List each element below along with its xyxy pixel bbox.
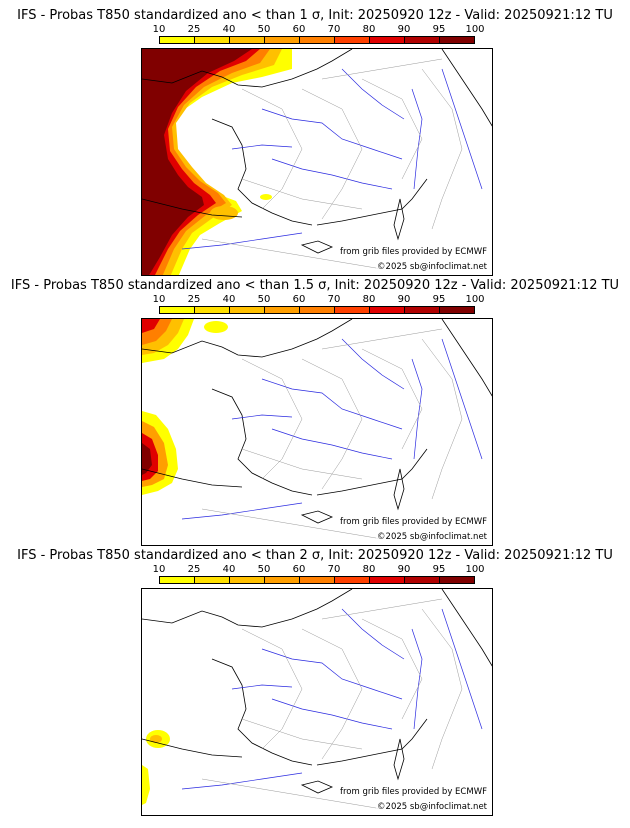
colorbar-swatch <box>264 36 300 44</box>
colorbar-swatch <box>334 306 370 314</box>
colorbar-swatch <box>404 36 440 44</box>
copyright-credit: ©2025 sb@infoclimat.net <box>376 262 488 272</box>
copyright-credit: ©2025 sb@infoclimat.net <box>376 802 488 812</box>
rivers <box>181 338 483 520</box>
panel-2: IFS - Probas T850 standardized ano < tha… <box>0 278 630 554</box>
panel-title: IFS - Probas T850 standardized ano < tha… <box>17 8 613 23</box>
colorbar-tick: 60 <box>292 24 306 35</box>
colorbar-tick: 100 <box>465 564 485 575</box>
colorbar-tick: 10 <box>152 294 166 305</box>
colorbar-swatch <box>299 576 335 584</box>
colorbar-swatch <box>229 576 265 584</box>
colorbar-tick: 25 <box>187 564 201 575</box>
colorbar-swatch <box>439 306 475 314</box>
admin-borders <box>201 58 463 270</box>
colorbar-swatch <box>159 576 195 584</box>
colorbar-tick: 25 <box>187 24 201 35</box>
colorbar-swatch <box>264 306 300 314</box>
colorbar-tick: 95 <box>432 24 446 35</box>
colorbar-tick: 100 <box>465 24 485 35</box>
panel-3: IFS - Probas T850 standardized ano < tha… <box>0 548 630 824</box>
probability-map: from grib files provided by ECMWF ©2025 … <box>141 318 493 546</box>
coastline <box>142 49 492 254</box>
colorbar-tick: 10 <box>152 564 166 575</box>
colorbar-swatch <box>369 36 405 44</box>
panel-title: IFS - Probas T850 standardized ano < tha… <box>17 548 613 563</box>
colorbar-tick: 90 <box>397 564 411 575</box>
data-source-credit: from grib files provided by ECMWF <box>339 787 488 797</box>
colorbar-swatch <box>334 576 370 584</box>
colorbar-tick: 10 <box>152 24 166 35</box>
colorbar-swatch <box>369 306 405 314</box>
colorbar-tick: 40 <box>222 24 236 35</box>
colorbar-tick: 70 <box>327 24 341 35</box>
colorbar-swatch <box>194 36 230 44</box>
copyright-credit: ©2025 sb@infoclimat.net <box>376 532 488 542</box>
colorbar-swatch <box>404 306 440 314</box>
colorbar-swatch <box>159 306 195 314</box>
colorbar-tick: 95 <box>432 294 446 305</box>
colorbar-tick: 80 <box>362 294 376 305</box>
rivers <box>181 608 483 790</box>
colorbar-tick: 40 <box>222 564 236 575</box>
coastline <box>142 589 492 794</box>
colorbar-tick: 70 <box>327 564 341 575</box>
colorbar-tick: 50 <box>257 24 271 35</box>
rivers <box>181 68 483 250</box>
colorbar-swatch <box>404 576 440 584</box>
colorbar-tick: 50 <box>257 294 271 305</box>
colorbar-swatch <box>229 36 265 44</box>
colorbar-tick: 80 <box>362 24 376 35</box>
colorbar-swatch <box>369 576 405 584</box>
colorbar-swatch <box>264 576 300 584</box>
colorbar: 10 25 40 50 60 70 80 90 95 100 <box>153 564 485 590</box>
colorbar-tick: 100 <box>465 294 485 305</box>
colorbar-tick: 40 <box>222 294 236 305</box>
colorbar-tick: 25 <box>187 294 201 305</box>
admin-borders <box>201 328 463 540</box>
probability-map: from grib files provided by ECMWF ©2025 … <box>141 48 493 276</box>
colorbar-swatch <box>194 306 230 314</box>
panel-title: IFS - Probas T850 standardized ano < tha… <box>10 278 620 293</box>
colorbar-tick: 70 <box>327 294 341 305</box>
colorbar-swatch <box>439 36 475 44</box>
colorbar-tick: 80 <box>362 564 376 575</box>
map-canvas <box>142 589 492 810</box>
colorbar-tick: 60 <box>292 564 306 575</box>
colorbar-tick: 90 <box>397 294 411 305</box>
colorbar: 10 25 40 50 60 70 80 90 95 100 <box>153 24 485 50</box>
data-source-credit: from grib files provided by ECMWF <box>339 517 488 527</box>
colorbar-swatch <box>334 36 370 44</box>
probability-field <box>142 730 170 805</box>
colorbar-swatch <box>229 306 265 314</box>
colorbar-swatch <box>194 576 230 584</box>
colorbar-swatch <box>299 36 335 44</box>
colorbar-tick: 95 <box>432 564 446 575</box>
map-canvas <box>142 319 492 540</box>
probability-map: from grib files provided by ECMWF ©2025 … <box>141 588 493 816</box>
probability-field <box>142 319 228 495</box>
colorbar-tick: 50 <box>257 564 271 575</box>
colorbar-swatch <box>439 576 475 584</box>
colorbar-tick: 90 <box>397 24 411 35</box>
colorbar-swatch <box>159 36 195 44</box>
colorbar: 10 25 40 50 60 70 80 90 95 100 <box>153 294 485 320</box>
colorbar-swatch <box>299 306 335 314</box>
colorbar-tick: 60 <box>292 294 306 305</box>
coastline <box>142 319 492 524</box>
map-canvas <box>142 49 492 275</box>
data-source-credit: from grib files provided by ECMWF <box>339 247 488 257</box>
panel-1: IFS - Probas T850 standardized ano < tha… <box>0 8 630 284</box>
admin-borders <box>201 598 463 810</box>
probability-field <box>142 49 292 275</box>
